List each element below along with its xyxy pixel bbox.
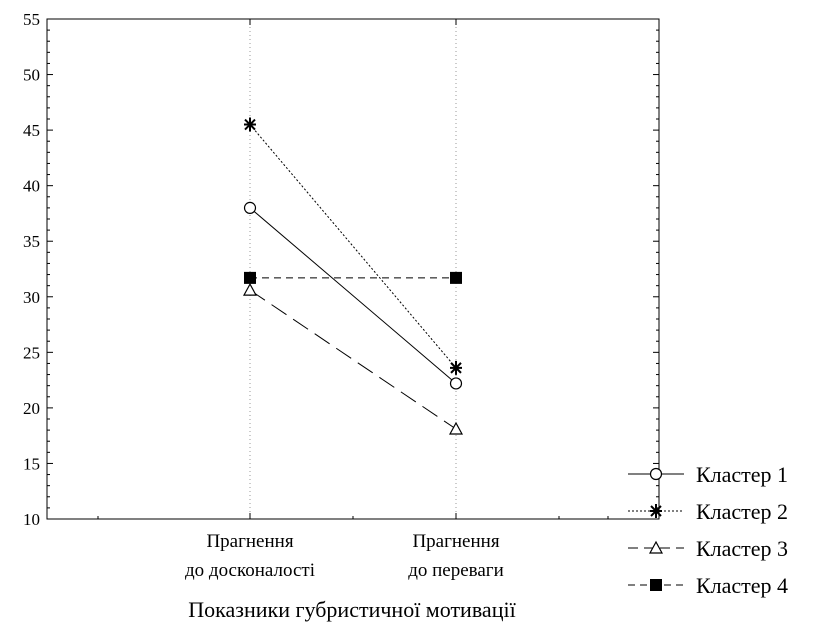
series-3-line <box>249 289 457 430</box>
legend-marker <box>650 504 662 518</box>
y-tick-label: 45 <box>23 121 40 140</box>
series-4-point <box>244 271 256 284</box>
y-tick-label: 50 <box>23 66 40 85</box>
y-axis: 10 15 20 25 30 35 40 45 50 55 <box>23 10 659 529</box>
x-category-label: до досконалості <box>185 560 315 581</box>
series-2-point <box>450 360 462 375</box>
series-1 <box>243 201 463 390</box>
x-category-label: Прагнення <box>206 531 293 552</box>
legend-item-3: Кластер 3 <box>628 536 788 561</box>
series-4-point <box>450 271 462 284</box>
y-tick-label: 10 <box>23 510 40 529</box>
series-1-point <box>449 377 463 390</box>
y-tick-label: 15 <box>23 454 40 473</box>
y-tick-label: 20 <box>23 399 40 418</box>
series-4 <box>244 271 462 284</box>
legend-marker <box>648 540 664 554</box>
series-3-point <box>242 282 258 296</box>
legend-label: Кластер 2 <box>696 499 788 524</box>
legend-label: Кластер 3 <box>696 536 788 561</box>
x-axis-title: Показники губристичної мотивації <box>188 597 516 622</box>
legend-label: Кластер 1 <box>696 462 788 487</box>
grid <box>249 19 457 519</box>
x-category-label: Прагнення <box>412 531 499 552</box>
legend-marker <box>649 467 663 481</box>
series-1-point <box>243 201 257 214</box>
x-axis: Прагнення до досконалості Прагнення до пере… <box>97 19 609 581</box>
legend-item-2: Кластер 2 <box>628 499 788 524</box>
legend-item-1: Кластер 1 <box>628 462 788 487</box>
series-1-line <box>249 207 457 384</box>
series-3 <box>242 282 464 435</box>
legend-marker <box>650 579 662 591</box>
y-tick-label: 35 <box>23 232 40 251</box>
series-3-point <box>448 421 464 435</box>
series-2-line <box>249 124 457 369</box>
legend: Кластер 1 Кластер 2 Кластер 3 Кластер 4 <box>628 462 788 598</box>
series-2 <box>244 117 462 375</box>
series-group <box>242 117 464 435</box>
y-tick-label: 55 <box>23 10 40 29</box>
series-2-point <box>244 117 256 132</box>
y-tick-label: 25 <box>23 343 40 362</box>
x-category-label: до переваги <box>408 560 504 581</box>
plot-area <box>46 18 660 520</box>
y-tick-label: 30 <box>23 288 40 307</box>
y-tick-label: 40 <box>23 177 40 196</box>
legend-label: Кластер 4 <box>696 573 788 598</box>
legend-item-4: Кластер 4 <box>628 573 788 598</box>
